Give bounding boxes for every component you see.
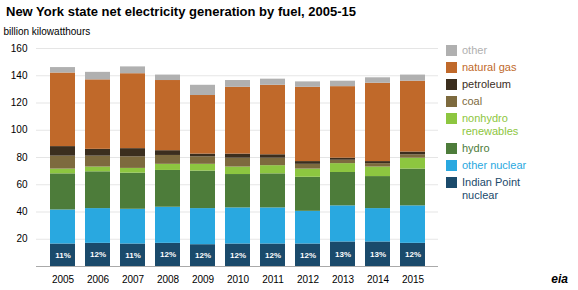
svg-text:12%: 12%: [300, 251, 316, 260]
svg-text:billion kilowatthours: billion kilowatthours: [4, 26, 91, 37]
html-text:natural gas: natural gas: [462, 61, 517, 73]
svg-text:2013: 2013: [332, 274, 355, 285]
html-text:other nuclear: other nuclear: [462, 159, 527, 171]
html-text:other: other: [462, 44, 488, 56]
svg-text:2014: 2014: [367, 274, 390, 285]
svg-text:60: 60: [16, 179, 28, 190]
html-text:nonhydro renewables: nonhydro renewables: [462, 112, 519, 137]
svg-text:2007: 2007: [122, 274, 145, 285]
html-text:New York state net electricity: New York state net electricity generatio…: [6, 4, 356, 19]
svg-text:12%: 12%: [405, 250, 421, 259]
html-text:petroleum: petroleum: [462, 78, 511, 90]
svg-text:140: 140: [11, 70, 28, 81]
svg-text:2005: 2005: [52, 274, 75, 285]
html-text:coal: coal: [462, 95, 483, 107]
svg-text:20: 20: [16, 233, 28, 244]
html-text:hydro: hydro: [462, 142, 490, 154]
svg-text:12%: 12%: [230, 251, 246, 260]
svg-text:11%: 11%: [55, 251, 71, 260]
svg-text:40: 40: [16, 206, 28, 217]
svg-text:100: 100: [11, 124, 28, 135]
svg-text:120: 120: [11, 97, 28, 108]
svg-text:12%: 12%: [265, 251, 281, 260]
svg-text:2012: 2012: [297, 274, 320, 285]
svg-text:12%: 12%: [195, 251, 211, 260]
svg-text:12%: 12%: [160, 250, 176, 259]
svg-text:80: 80: [16, 152, 28, 163]
svg-text:2006: 2006: [87, 274, 110, 285]
svg-text:2009: 2009: [192, 274, 215, 285]
svg-text:12%: 12%: [90, 250, 106, 259]
svg-text:13%: 13%: [335, 250, 351, 259]
svg-text:2010: 2010: [227, 274, 250, 285]
html-text:Indian Point nuclear: Indian Point nuclear: [462, 176, 521, 201]
svg-text:2008: 2008: [157, 274, 180, 285]
svg-text:160: 160: [11, 43, 28, 54]
html-text:eia: eia: [551, 272, 568, 286]
svg-text:13%: 13%: [370, 250, 386, 259]
svg-text:11%: 11%: [125, 251, 141, 260]
svg-text:2015: 2015: [402, 274, 425, 285]
svg-text:2011: 2011: [262, 274, 284, 285]
